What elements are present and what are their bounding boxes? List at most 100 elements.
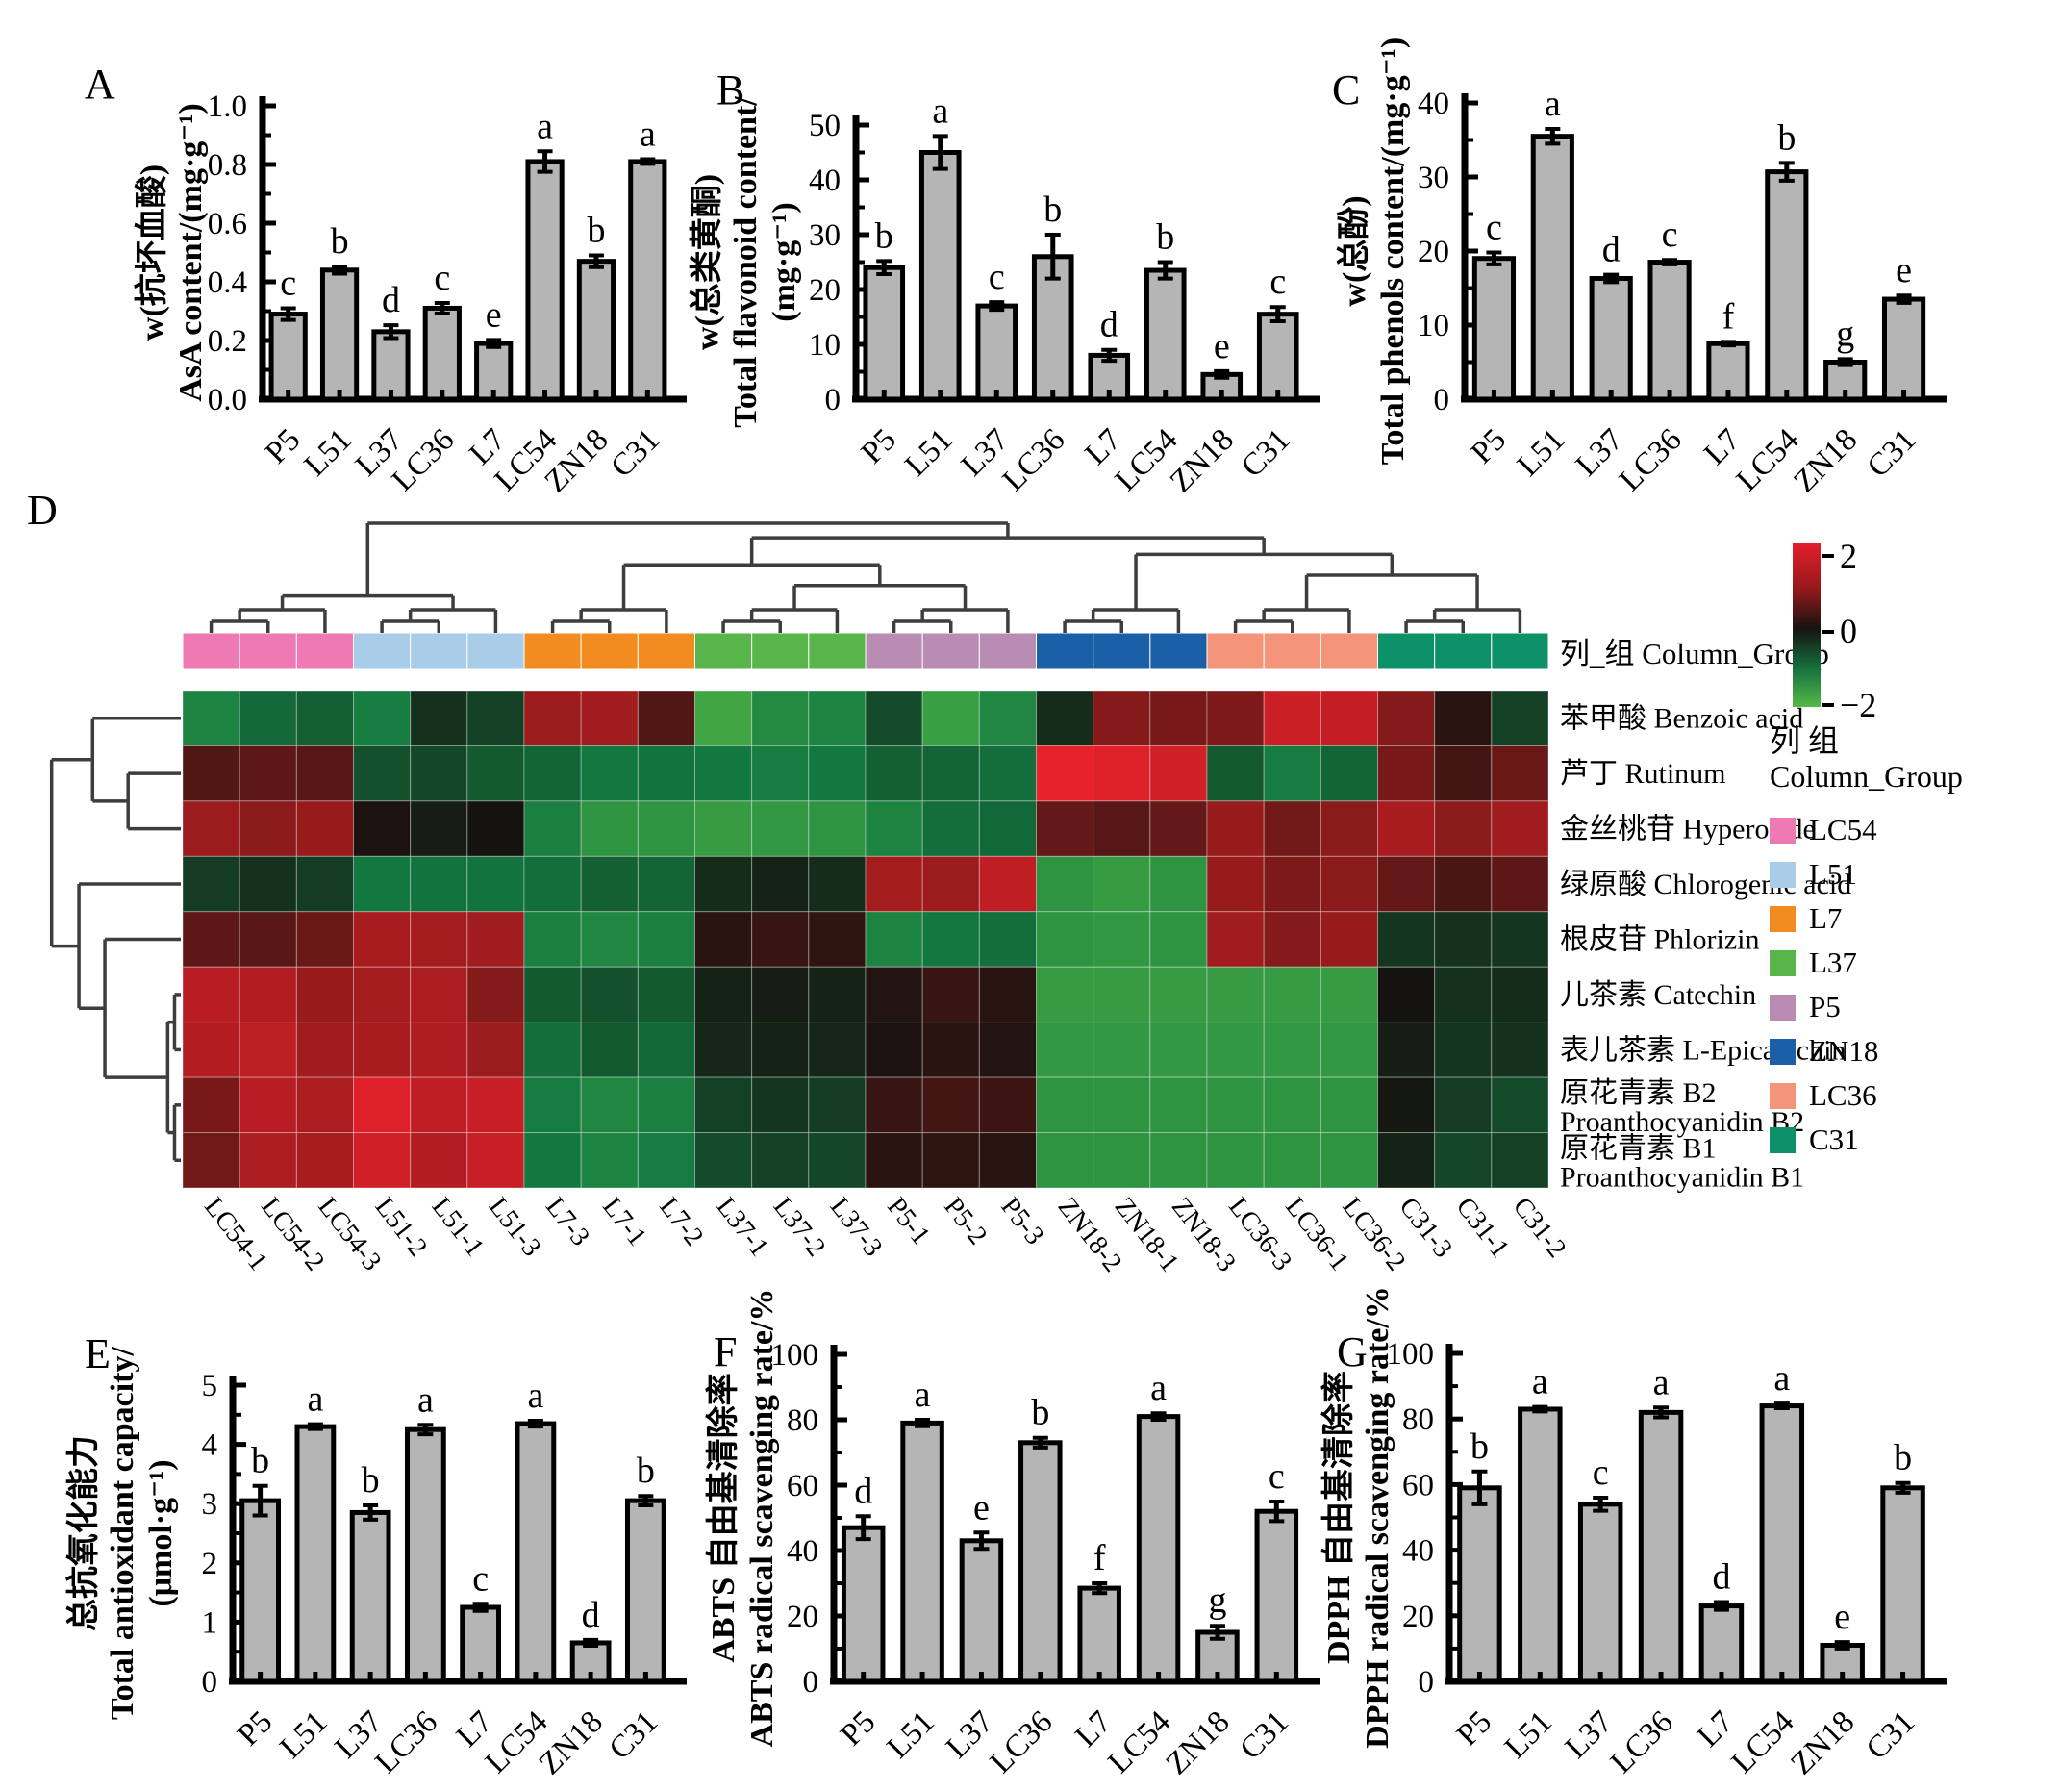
heatmap-cell [1149, 1022, 1208, 1078]
x-category-label: P5 [855, 422, 903, 470]
heatmap-cell [1320, 966, 1379, 1023]
heatmap-cell [865, 1132, 923, 1189]
heatmap-cell [1320, 690, 1379, 746]
heatmap-cell [1093, 745, 1151, 802]
heatmap-cell [1491, 800, 1549, 857]
heatmap-cell [694, 800, 753, 857]
x-category-label: LC36 [996, 422, 1072, 498]
sig-letter: c [989, 257, 1005, 297]
heatmap-cell [1263, 1132, 1321, 1189]
x-category-label: L51 [1511, 422, 1571, 483]
y-tick-label: 20 [787, 1600, 818, 1634]
bar-F-L51 [900, 1420, 944, 1684]
x-category-label: LC54 [1725, 1704, 1801, 1780]
heatmap-cell [751, 855, 810, 913]
heatmap-cell [1263, 745, 1321, 802]
heatmap-cell [1036, 800, 1094, 857]
heatmap-cell [1434, 1076, 1493, 1134]
heatmap-cell [808, 745, 867, 802]
heatmap-cell [580, 800, 639, 857]
heatmap-cell [580, 1076, 639, 1134]
heatmap-cell [865, 800, 923, 857]
x-category-label: P5 [1465, 422, 1513, 470]
heatmap-cell [694, 966, 753, 1023]
heatmap-cell [295, 1076, 355, 1134]
bar-C-LC54 [1765, 169, 1809, 402]
column-group-strip-cell [353, 632, 412, 669]
heatmap-cell [1036, 1132, 1094, 1189]
heatmap-column-label: L37-2 [767, 1192, 832, 1262]
heatmap-cell [751, 745, 810, 802]
heatmap-cell [1149, 690, 1208, 746]
heatmap-cell [1206, 1022, 1265, 1078]
heatmap-column-label: C31-2 [1507, 1192, 1572, 1263]
heatmap-column-label: P5-3 [994, 1192, 1049, 1250]
heatmap-cell [1491, 1076, 1549, 1134]
heatmap-cell [580, 1132, 639, 1189]
heatmap-cell [410, 1132, 468, 1189]
column-group-strip-cell [808, 632, 867, 669]
column-group-strip-cell [978, 632, 1037, 669]
legend-item-ZN18: ZN18 [1770, 1029, 1963, 1073]
sig-letter: b [1470, 1426, 1489, 1467]
heatmap-cell [466, 690, 525, 746]
column-group-strip-cell [637, 632, 695, 669]
sig-letter: b [1031, 1393, 1049, 1433]
heatmap-cell [1377, 855, 1436, 913]
column-group-strip-cell [1206, 632, 1265, 669]
heatmap-colorbar [1793, 543, 1821, 707]
colorbar-tick-label: 2 [1840, 537, 1857, 575]
heatmap-cell [1206, 745, 1265, 802]
column-group-strip-cell [1491, 632, 1549, 669]
legend-swatch-LC36 [1770, 1082, 1796, 1109]
y-axis-label-line: Total antioxidant capacity/ [105, 1347, 140, 1720]
bar-A-ZN18 [576, 259, 616, 402]
legend-label: L51 [1809, 857, 1857, 891]
y-tick-label: 30 [809, 218, 841, 253]
heatmap-cell [921, 855, 980, 913]
sig-letter: b [362, 1460, 380, 1501]
heatmap-cell [808, 966, 867, 1023]
heatmap-cell [694, 855, 753, 913]
sig-letter: b [331, 221, 349, 262]
colorbar-tick-label: 0 [1840, 612, 1857, 650]
heatmap-cell [1149, 800, 1208, 857]
x-category-label: ZN18 [1164, 422, 1241, 499]
legend-items: LC54 L51 L7 L37 P5 ZN18 LC36 C31 [1770, 808, 1963, 1162]
legend-swatch-P5 [1770, 994, 1796, 1021]
heatmap-cell [1491, 1132, 1549, 1189]
sig-letter: a [1532, 1362, 1548, 1402]
sig-letter: b [1777, 117, 1796, 158]
heatmap-column-label: L7-3 [540, 1192, 595, 1251]
bar-F-L37 [959, 1538, 1004, 1684]
heatmap-cell [637, 745, 695, 802]
legend-title-cn: 列 组 [1770, 723, 1840, 758]
heatmap-cell [1263, 1022, 1321, 1078]
heatmap-cell [808, 1076, 867, 1134]
y-tick-label: 1 [202, 1605, 218, 1640]
heatmap-cell [865, 690, 923, 746]
heatmap-cell [1491, 745, 1549, 802]
sig-letter: f [1722, 296, 1735, 337]
heatmap-row-label: 儿茶素 Catechin [1560, 979, 1756, 1011]
y-tick-label: 40 [809, 164, 841, 198]
heatmap-column-label: L37-1 [711, 1192, 775, 1262]
sig-letter: c [1662, 215, 1678, 255]
heatmap-cell [1434, 911, 1493, 968]
heatmap-column-label: L51-3 [483, 1192, 547, 1262]
y-tick-label: 0.2 [208, 324, 247, 359]
x-category-label: C31 [1860, 1704, 1922, 1766]
x-category-label: C31 [603, 1704, 665, 1766]
heatmap-cell [978, 966, 1037, 1023]
heatmap-cell [1263, 690, 1321, 746]
sig-letter: b [1894, 1438, 1912, 1478]
heatmap-cell [1206, 690, 1265, 746]
y-axis-label-line: w(抗坏血酸) [133, 164, 170, 341]
heatmap-cell [410, 966, 468, 1023]
column-group-strip-cell [751, 632, 810, 669]
y-tick-label: 0.4 [208, 265, 247, 300]
heatmap-cell [1036, 966, 1094, 1023]
heatmap-cell [1377, 1022, 1436, 1078]
heatmap-cell [865, 911, 923, 968]
heatmap-column-label: L7-2 [653, 1192, 709, 1251]
